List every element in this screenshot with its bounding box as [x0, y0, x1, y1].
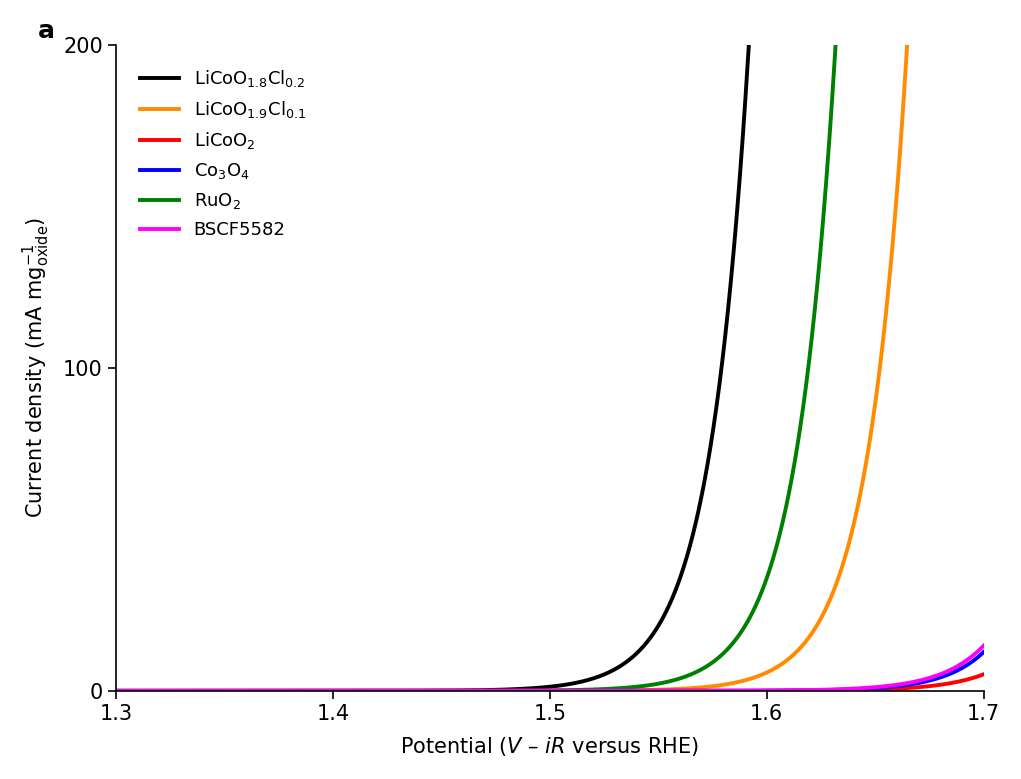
Text: a: a: [38, 19, 55, 43]
Y-axis label: Current density (mA mg$^{-1}_\mathrm{oxide}$): Current density (mA mg$^{-1}_\mathrm{oxi…: [20, 217, 52, 518]
X-axis label: Potential ($V$ – $iR$ versus RHE): Potential ($V$ – $iR$ versus RHE): [400, 735, 699, 758]
Legend: LiCoO$_{1.8}$Cl$_{0.2}$, LiCoO$_{1.9}$Cl$_{0.1}$, LiCoO$_2$, Co$_3$O$_4$, RuO$_2: LiCoO$_{1.8}$Cl$_{0.2}$, LiCoO$_{1.9}$Cl…: [126, 54, 321, 253]
